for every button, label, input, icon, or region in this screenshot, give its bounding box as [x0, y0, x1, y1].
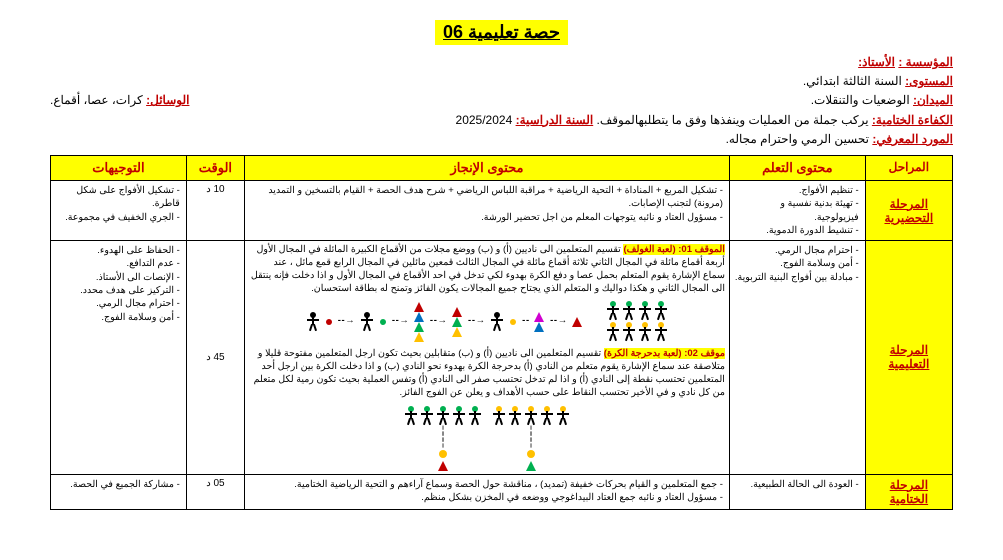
- cone-stack-icon: [414, 302, 424, 342]
- phase-teach: المرحلة التعليمية: [865, 241, 952, 475]
- cone-icon: [572, 317, 582, 327]
- content-prep: تشكيل المربع + المناداة + التحية الرياضي…: [244, 180, 729, 240]
- list-item: أمن وسلامة الفوج.: [734, 257, 859, 270]
- list-item: مسؤول العتاد و نائبه جمع العتاد البيداغو…: [249, 491, 723, 504]
- dash-line-icon: ╎╎╎: [440, 429, 446, 447]
- th-objectives: محتوى التعلم: [729, 155, 865, 180]
- list-item: مبادلة بين أفواج البنية التربوية.: [734, 271, 859, 284]
- obj-prep: تنظيم الأفواج. تهيئة بدنية نفسية و فيزيو…: [729, 180, 865, 240]
- table-row: المرحلة الختامية العودة الى الحالة الطبي…: [51, 474, 953, 509]
- table-header-row: المراحل محتوى التعلم محتوى الإنجاز الوقت…: [51, 155, 953, 180]
- title-bar: حصة تعليمية 06: [50, 20, 953, 45]
- team-column-icon: ╎╎╎: [492, 406, 570, 471]
- ball-icon: [527, 450, 535, 458]
- list-item: عدم التدافع.: [55, 257, 180, 270]
- obj-close: العودة الى الحالة الطبيعية.: [729, 474, 865, 509]
- diagram-rollball: ╎╎╎ ╎╎╎: [249, 406, 725, 471]
- list-item: تشكيل المربع + المناداة + التحية الرياضي…: [249, 184, 723, 211]
- phase-prep: المرحلة التحضيرية: [865, 180, 952, 240]
- meta-cognitive: المورد المعرفي: تحسين الرمي واحترام مجال…: [50, 130, 953, 149]
- cog-value: تحسين الرمي واحترام مجاله.: [726, 132, 869, 146]
- arrow-icon: - - →: [550, 315, 566, 328]
- cog-label: المورد المعرفي:: [872, 132, 953, 146]
- list-item: تشكيل الأفواج على شكل قاطرة.: [55, 184, 180, 211]
- arrow-icon: - - →: [468, 315, 484, 328]
- arrow-icon: - -: [522, 315, 528, 328]
- lesson-table: المراحل محتوى التعلم محتوى الإنجاز الوقت…: [50, 155, 953, 510]
- ball-icon: [380, 319, 386, 325]
- list-item: مسؤول العتاد و نائبه يتوجهات المعلم من ا…: [249, 211, 723, 224]
- dir-teach: الحفاظ على الهدوء. عدم التدافع. الإنصات …: [51, 241, 187, 475]
- list-item: تنشيط الدورة الدموية.: [734, 224, 859, 237]
- list-item: احترام مجال الرمي.: [734, 244, 859, 257]
- stick-figure-icon: [490, 312, 504, 332]
- ball-icon: [439, 450, 447, 458]
- dir-prep: تشكيل الأفواج على شكل قاطرة. الجري الخفي…: [51, 180, 187, 240]
- inst-label: المؤسسة :: [898, 55, 953, 69]
- content-teach: الموقف 01: (لعبة الغولف) تقسيم المتعلمين…: [244, 241, 729, 475]
- meta-level: المستوى: السنة الثالثة ابتدائي.: [50, 72, 953, 91]
- comp-value: يركب جملة من العمليات وينفذها وفق ما يتط…: [597, 113, 869, 127]
- page-title: حصة تعليمية 06: [435, 20, 568, 45]
- list-item: الحفاظ على الهدوء.: [55, 244, 180, 257]
- stick-figure-icon: [360, 312, 374, 332]
- stick-figure-icon: [306, 312, 320, 332]
- year-label: السنة الدراسية:: [516, 113, 594, 127]
- list-item: تنظيم الأفواج.: [734, 184, 859, 197]
- arrow-icon: - - →: [338, 315, 354, 328]
- th-directions: التوجيهات: [51, 155, 187, 180]
- situation1-label: الموقف 01: (لعبة الغولف): [623, 244, 725, 255]
- dash-line-icon: ╎╎╎: [528, 429, 534, 447]
- table-row: المرحلة التحضيرية تنظيم الأفواج. تهيئة ب…: [51, 180, 953, 240]
- domain-value: الوضعيات والتنقلات.: [811, 93, 910, 107]
- list-item: الجري الخفيف في مجموعة.: [55, 211, 180, 224]
- cone-icon: [526, 461, 536, 471]
- th-phase: المراحل: [865, 155, 952, 180]
- situation2-label: موقف 02: (لعبة بدحرجة الكرة): [604, 348, 725, 359]
- level-label: المستوى:: [905, 74, 953, 88]
- list-item: الإنصات الى الأستاذ.: [55, 271, 180, 284]
- tools-label: الوسائل:: [146, 93, 189, 107]
- year-value: 2025/2024: [456, 113, 513, 127]
- obj-teach: احترام مجال الرمي. أمن وسلامة الفوج. مبا…: [729, 241, 865, 475]
- arrow-icon: - - →: [392, 315, 408, 328]
- dir-close: مشاركة الجميع في الحصة.: [51, 474, 187, 509]
- list-item: التركيز على هدف محدد.: [55, 284, 180, 297]
- meta-competence: الكفاءة الختامية: يركب جملة من العمليات …: [50, 111, 953, 130]
- th-content: محتوى الإنجاز: [244, 155, 729, 180]
- list-item: تهيئة بدنية نفسية و فيزيولوجية.: [734, 197, 859, 224]
- table-row: المرحلة التعليمية احترام مجال الرمي. أمن…: [51, 241, 953, 475]
- th-time: الوقت: [186, 155, 244, 180]
- comp-label: الكفاءة الختامية:: [872, 113, 953, 127]
- list-item: العودة الى الحالة الطبيعية.: [734, 478, 859, 491]
- tools-value: كرات، عصا، أقماع.: [50, 93, 143, 107]
- time-close: 05 د: [186, 474, 244, 509]
- ball-icon: [326, 319, 332, 325]
- list-item: مشاركة الجميع في الحصة.: [55, 478, 180, 491]
- metadata-block: المؤسسة : الأستاذ: المستوى: السنة الثالث…: [50, 53, 953, 149]
- time-prep: 10 د: [186, 180, 244, 240]
- meta-domain-tools: الميدان: الوضعيات والتنقلات. الوسائل: كر…: [50, 91, 953, 110]
- domain-label: الميدان:: [913, 93, 953, 107]
- inst-value: الأستاذ:: [858, 55, 895, 69]
- diagram-golf: - - → - - → - - →: [249, 301, 725, 342]
- meta-institution: المؤسسة : الأستاذ:: [50, 53, 953, 72]
- list-item: أمن وسلامة الفوج.: [55, 311, 180, 324]
- team-column-icon: ╎╎╎: [404, 406, 482, 471]
- list-item: جمع المتعلمين و القيام بحركات خفيفة (تمد…: [249, 478, 723, 491]
- ball-icon: [510, 319, 516, 325]
- cone-stack-icon: [534, 312, 544, 332]
- time-teach: 45 د: [186, 241, 244, 475]
- phase-close: المرحلة الختامية: [865, 474, 952, 509]
- team-group-icon: [606, 301, 668, 342]
- arrow-icon: - - →: [430, 315, 446, 328]
- cone-stack-icon: [452, 307, 462, 337]
- list-item: احترام مجال الرمي.: [55, 297, 180, 310]
- cone-icon: [438, 461, 448, 471]
- level-value: السنة الثالثة ابتدائي.: [803, 74, 902, 88]
- content-close: جمع المتعلمين و القيام بحركات خفيفة (تمد…: [244, 474, 729, 509]
